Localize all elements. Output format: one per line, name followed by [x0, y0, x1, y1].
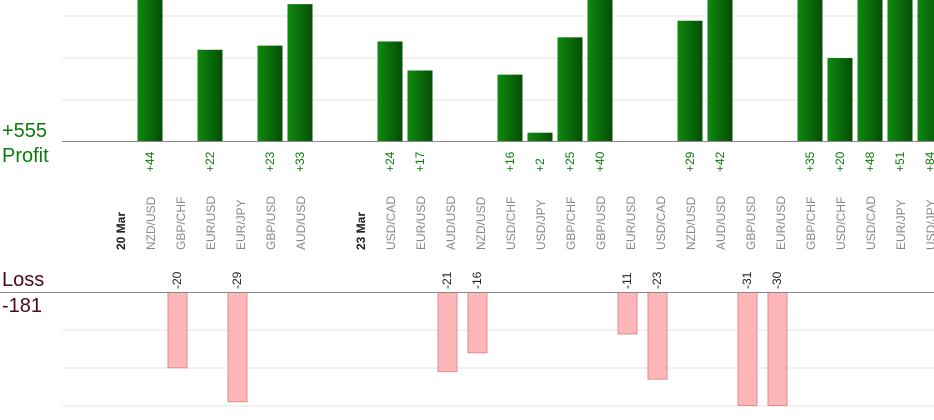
profit-value-label: +2 — [533, 158, 547, 172]
loss-bar — [437, 292, 458, 373]
profit-value-label: +25 — [563, 151, 577, 172]
pair-label: USD/CAD — [384, 196, 398, 250]
pair-label: AUD/USD — [714, 196, 728, 250]
profit-bar — [497, 74, 523, 141]
pair-label: EUR/JPY — [234, 199, 248, 250]
loss-bar — [737, 292, 758, 406]
pair-label: GBP/CHF — [174, 197, 188, 250]
profit-bar — [797, 0, 823, 141]
loss-value-label: -16 — [470, 271, 484, 289]
profit-bar — [527, 132, 553, 141]
profit-bar — [557, 37, 583, 141]
profit-value-label: +42 — [713, 151, 727, 172]
pair-label: AUD/USD — [444, 196, 458, 250]
pair-label: USD/CAD — [864, 196, 878, 250]
profit-value-label: +35 — [803, 151, 817, 172]
axes — [0, 141, 934, 293]
pair-label: NZD/USD — [144, 196, 158, 250]
profit-bar — [287, 4, 313, 141]
pair-label: USD/JPY — [534, 199, 548, 250]
bars — [137, 0, 934, 406]
profit-value-label: +33 — [293, 151, 307, 172]
profit-bar — [677, 20, 703, 142]
loss-value-label: -11 — [620, 272, 634, 289]
profit-bar — [197, 49, 223, 141]
profit-value-label: +22 — [203, 151, 217, 172]
loss-label: Loss — [2, 269, 45, 291]
pair-label: EUR/JPY — [894, 199, 908, 250]
pair-label: EUR/USD — [624, 196, 638, 250]
loss-bar — [617, 292, 638, 335]
profit-bar — [857, 0, 883, 141]
profit-value-label: +16 — [503, 151, 517, 172]
loss-total: -181 — [2, 295, 43, 317]
profit-bar — [917, 0, 934, 141]
labels: 20 Mar NZD/USD +44 GBP/CHF -20 EUR/USD +22 EUR/… — [114, 151, 934, 289]
loss-bar — [467, 292, 488, 354]
pair-label: USD/CHF — [834, 197, 848, 250]
loss-bar — [767, 292, 788, 406]
loss-value-label: -30 — [770, 271, 784, 289]
date-label: 20 Mar — [114, 212, 128, 250]
profit-value-label: +20 — [833, 151, 847, 172]
pair-label: GBP/USD — [744, 196, 758, 250]
profit-bar — [587, 0, 613, 141]
profit-value-label: +51 — [893, 151, 907, 172]
profit-value-label: +40 — [593, 151, 607, 172]
pair-label: GBP/CHF — [564, 197, 578, 250]
loss-bar — [227, 292, 248, 403]
profit-value-label: +44 — [143, 151, 157, 172]
profit-label: Profit — [2, 145, 49, 167]
pair-label: GBP/USD — [594, 196, 608, 250]
pair-label: USD/CAD — [654, 196, 668, 250]
profit-value-label: +17 — [413, 151, 427, 172]
loss-bar — [167, 292, 188, 369]
profit-value-label: +29 — [683, 151, 697, 172]
profit-value-label: +48 — [863, 151, 877, 172]
loss-value-label: -29 — [230, 271, 244, 289]
profit-bar — [827, 58, 853, 141]
profit-bar — [377, 41, 403, 141]
profit-total: +555 — [2, 120, 48, 142]
loss-value-label: -31 — [740, 271, 754, 289]
pair-label: USD/CHF — [504, 197, 518, 250]
loss-value-label: -20 — [170, 271, 184, 289]
pair-label: NZD/USD — [684, 196, 698, 250]
profit-value-label: +23 — [263, 151, 277, 172]
loss-bar — [647, 292, 668, 380]
pair-label: EUR/USD — [774, 196, 788, 250]
profit-bar — [887, 0, 913, 141]
pair-label: EUR/USD — [414, 196, 428, 250]
pair-label: USD/JPY — [924, 199, 934, 250]
loss-value-label: -23 — [650, 271, 664, 289]
pair-label: NZD/USD — [474, 196, 488, 250]
profit-bar — [137, 0, 163, 141]
pair-label: AUD/USD — [294, 196, 308, 250]
pair-label: EUR/USD — [204, 196, 218, 250]
loss-value-label: -21 — [440, 271, 454, 289]
profit-bar — [707, 0, 733, 141]
pair-label: GBP/USD — [264, 196, 278, 250]
pair-label: GBP/CHF — [804, 197, 818, 250]
profit-value-label: +24 — [383, 151, 397, 172]
profit-bar — [407, 70, 433, 141]
profit-value-label: +84 — [923, 151, 934, 172]
profit-bar — [257, 45, 283, 141]
date-label: 23 Mar — [354, 212, 368, 250]
